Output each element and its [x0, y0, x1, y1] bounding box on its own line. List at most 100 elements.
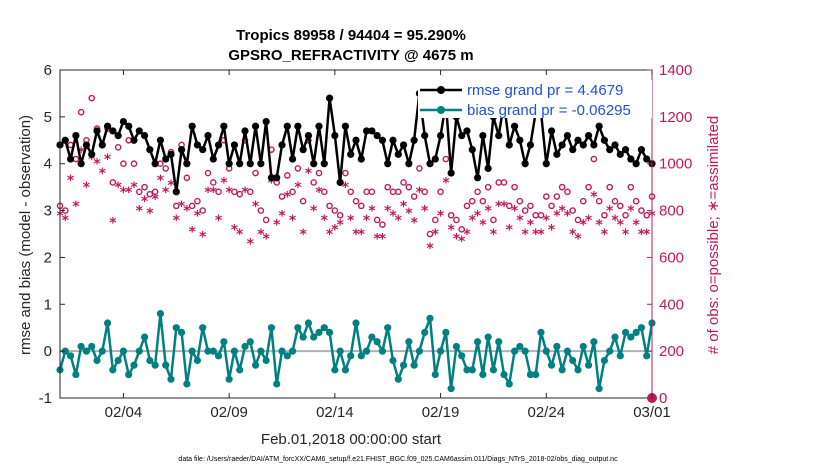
bias-point — [204, 347, 212, 355]
bias-point — [399, 361, 408, 369]
assimilated-obs-point: * — [601, 227, 609, 243]
possible-obs-point — [209, 179, 217, 186]
bias-point — [378, 347, 387, 355]
bias-point — [627, 333, 635, 341]
rmse-point — [616, 150, 624, 158]
bias-point — [558, 366, 566, 374]
assimilated-obs-point: * — [278, 208, 286, 224]
assimilated-obs-point: * — [151, 192, 159, 208]
assimilated-obs-point: * — [590, 190, 598, 206]
assimilated-obs-point: * — [447, 222, 455, 238]
y-right-tick-label: 1400 — [659, 62, 692, 79]
bias-point — [431, 370, 439, 379]
rmse-point — [352, 136, 360, 144]
assimilated-obs-point: * — [400, 199, 408, 215]
rmse-point — [93, 127, 101, 135]
rmse-point — [384, 160, 392, 168]
bias-point — [368, 333, 376, 341]
assimilated-obs-point: * — [384, 204, 392, 220]
bias-point — [516, 342, 524, 351]
assimilated-obs-point: * — [469, 213, 477, 229]
legend: rmse grand pr = 4.4679 bias grand pr = -… — [418, 80, 652, 119]
bias-point — [257, 347, 265, 355]
assimilated-obs-point: * — [247, 236, 255, 252]
rmse-point — [336, 178, 344, 187]
rmse-point — [88, 150, 96, 158]
assimilated-obs-point: * — [580, 218, 588, 234]
axes-layer: 02/04 02/09 02/14 02/19 02/24 03/01-101234560… — [39, 62, 693, 421]
possible-obs-point — [352, 197, 360, 205]
bias-point — [93, 356, 101, 365]
assimilated-obs-point: * — [178, 199, 186, 215]
rmse-point — [98, 141, 106, 149]
bias-point — [72, 370, 80, 379]
bias-point — [267, 324, 276, 332]
legend-box — [418, 80, 652, 118]
assimilated-obs-point: * — [506, 222, 514, 238]
bias-point — [119, 347, 128, 355]
possible-obs-point — [643, 211, 651, 219]
bias-point — [162, 361, 170, 369]
rmse-point — [162, 155, 170, 163]
bias-point — [537, 328, 545, 336]
assimilated-obs-point: * — [511, 204, 519, 220]
bias-point — [278, 347, 286, 355]
possible-obs-point — [373, 216, 381, 224]
assimilated-obs-point: * — [315, 185, 323, 201]
assimilated-obs-point: * — [527, 218, 535, 234]
assimilated-obs-point: * — [622, 227, 630, 243]
assimilated-obs-point: * — [521, 227, 529, 243]
assimilated-obs-point: * — [262, 232, 270, 248]
possible-obs-point — [421, 188, 429, 196]
rmse-point — [521, 160, 529, 168]
bias-point — [426, 314, 434, 322]
rmse-point — [304, 132, 313, 140]
assimilated-obs-point: * — [617, 218, 625, 234]
assimilated-obs-point: * — [231, 222, 239, 238]
possible-obs-point — [347, 188, 355, 196]
rmse-point — [627, 155, 635, 163]
possible-obs-point — [326, 202, 333, 210]
rmse-point — [479, 132, 487, 140]
rmse-point — [399, 141, 408, 149]
possible-obs-point — [410, 193, 418, 200]
assimilated-obs-point: * — [421, 204, 429, 220]
bias-point — [463, 366, 471, 374]
possible-obs-point — [357, 202, 365, 210]
assimilated-obs-point: * — [141, 194, 149, 210]
legend-rmse-marker — [437, 86, 445, 94]
assimilated-obs-point: * — [167, 178, 175, 194]
possible-obs-point — [114, 144, 122, 151]
bias-point — [103, 319, 112, 327]
chart-title-line1: Tropics 89958 / 94404 = 95.290% — [236, 27, 466, 44]
data-file-footnote: data file: /Users/raeder/DAI/ATM_forcXX/… — [178, 456, 618, 463]
bias-point — [442, 328, 450, 336]
bias-point — [590, 338, 598, 346]
bias-point — [61, 347, 69, 355]
assimilated-obs-point: * — [553, 208, 561, 224]
bias-point — [584, 361, 593, 369]
rmse-point — [368, 127, 376, 135]
rmse-point — [405, 160, 413, 168]
rmse-point — [341, 122, 350, 130]
assimilated-obs-point: * — [500, 199, 508, 215]
bias-point — [574, 366, 582, 374]
possible-obs-point — [379, 221, 386, 228]
assimilated-obs-point: * — [611, 213, 619, 229]
rmse-point — [426, 160, 434, 168]
rmse-point — [526, 141, 535, 149]
possible-obs-point — [400, 179, 407, 186]
rmse-point — [431, 155, 439, 163]
rmse-point — [294, 122, 302, 130]
assimilated-obs-point: * — [114, 180, 122, 196]
assimilated-obs-point: * — [453, 232, 461, 248]
possible-obs-point — [88, 94, 96, 102]
bias-point — [283, 352, 291, 360]
rmse-point — [410, 136, 418, 144]
rmse-point — [632, 160, 640, 168]
possible-obs-point — [405, 183, 413, 191]
assimilated-obs-point: * — [62, 213, 70, 229]
rmse-point — [516, 136, 524, 144]
bias-point — [98, 347, 106, 355]
x-tick-label: 03/01 — [633, 404, 671, 421]
